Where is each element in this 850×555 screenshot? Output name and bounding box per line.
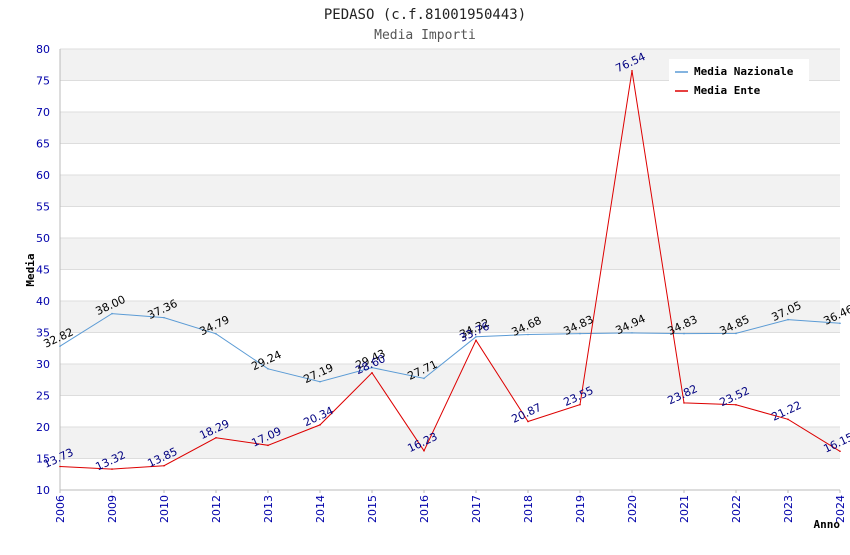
- x-tick-label: 2017: [470, 495, 483, 523]
- data-point: [579, 332, 581, 335]
- y-tick-label: 75: [36, 75, 50, 88]
- data-label: 21.22: [769, 399, 803, 424]
- data-point: [787, 418, 789, 421]
- grid-band: [60, 364, 840, 396]
- data-point: [527, 420, 529, 423]
- grid-band: [60, 175, 840, 207]
- x-tick-label: 2012: [210, 495, 223, 523]
- y-tick-label: 35: [36, 327, 50, 340]
- y-tick-label: 15: [36, 453, 50, 466]
- legend-box: [669, 59, 809, 103]
- data-point: [111, 468, 113, 470]
- data-point: [163, 464, 165, 467]
- series-line-nazionale: [59, 313, 841, 383]
- x-tick-label: 2022: [730, 495, 743, 523]
- data-point: [735, 404, 737, 406]
- data-point: [163, 316, 165, 319]
- y-tick-label: 60: [36, 169, 50, 182]
- chart-subtitle: Media Importi: [374, 28, 476, 43]
- y-tick-label: 55: [36, 201, 50, 214]
- y-tick-label: 40: [36, 295, 50, 308]
- data-point: [423, 449, 425, 452]
- data-point: [683, 402, 685, 404]
- data-point: [319, 424, 321, 426]
- y-axis-label: Media: [24, 253, 37, 286]
- chart-title: PEDASO (c.f.81001950443): [324, 7, 526, 23]
- grid-band: [60, 427, 840, 459]
- data-point: [735, 332, 737, 335]
- data-point: [787, 318, 789, 321]
- data-point: [839, 450, 841, 453]
- data-point: [59, 345, 61, 348]
- x-tick-label: 2019: [574, 495, 587, 523]
- data-point: [475, 335, 477, 338]
- grid: [60, 48, 840, 491]
- data-point: [839, 322, 841, 325]
- y-tick-label: 45: [36, 264, 50, 277]
- data-point: [527, 333, 529, 336]
- x-tick-label: 2015: [366, 495, 379, 523]
- y-tick-label: 10: [36, 484, 50, 497]
- axes: 10 15 20 25 30 35 40 45 50 55 60 65 70 75 80 2006 2009 20…: [36, 43, 847, 523]
- y-tick-label: 65: [36, 138, 50, 151]
- x-tick-label: 2010: [158, 495, 171, 523]
- legend: Media Nazionale Media Ente: [669, 59, 809, 103]
- y-tick-label: 80: [36, 43, 50, 56]
- legend-label-nazionale: Media Nazionale: [694, 65, 794, 78]
- y-tick-label: 20: [36, 421, 50, 434]
- x-tick-label: 2006: [54, 495, 67, 523]
- y-tick-label: 25: [36, 390, 50, 403]
- legend-label-ente: Media Ente: [694, 84, 761, 97]
- x-tick-label: 2013: [262, 495, 275, 523]
- data-point: [631, 332, 633, 334]
- data-point: [683, 332, 685, 335]
- data-point: [579, 403, 581, 406]
- grid-band: [60, 301, 840, 333]
- data-point: [215, 436, 217, 439]
- x-tick-label: 2023: [782, 495, 795, 523]
- x-tick-label: 2020: [626, 495, 639, 523]
- data-point: [111, 312, 113, 315]
- data-point: [59, 465, 61, 468]
- data-point: [267, 444, 269, 447]
- x-tick-label: 2024: [834, 495, 847, 523]
- series: [59, 69, 841, 470]
- y-tick-label: 50: [36, 232, 50, 245]
- x-tick-label: 2021: [678, 495, 691, 523]
- data-point: [319, 380, 321, 383]
- data-point: [215, 333, 217, 335]
- data-point: [631, 69, 633, 72]
- series-line-ente: [59, 70, 841, 470]
- x-tick-label: 2014: [314, 495, 327, 523]
- grid-band: [60, 112, 840, 144]
- y-tick-label: 70: [36, 106, 50, 119]
- data-point: [371, 366, 373, 369]
- x-tick-label: 2016: [418, 495, 431, 523]
- y-tick-label: 30: [36, 358, 50, 371]
- data-point: [267, 367, 269, 370]
- data-point: [475, 339, 477, 342]
- data-point: [423, 377, 425, 380]
- grid-band: [60, 238, 840, 270]
- data-point: [371, 372, 373, 374]
- x-tick-label: 2018: [522, 495, 535, 523]
- data-label: 20.87: [509, 401, 543, 426]
- x-axis-label: Anno: [814, 518, 841, 531]
- x-tick-label: 2009: [106, 495, 119, 523]
